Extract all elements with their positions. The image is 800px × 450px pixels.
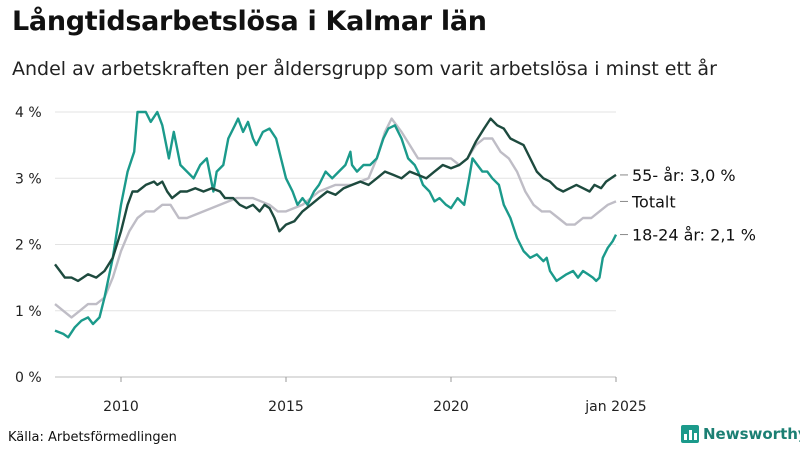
y-tick-label: 1 % bbox=[15, 304, 42, 320]
series-line-2 bbox=[54, 117, 617, 283]
x-tick-label: jan 2025 bbox=[584, 399, 646, 415]
x-tick-label: 2020 bbox=[433, 399, 469, 415]
y-tick-label: 2 % bbox=[15, 238, 42, 254]
gridlines bbox=[55, 111, 616, 378]
x-tick-label: 2015 bbox=[268, 399, 304, 415]
series-end-label: Totalt bbox=[631, 192, 676, 211]
series-end-labels: Totalt 18-24 år: 2,1 % 55- år: 3,0 % bbox=[620, 166, 756, 245]
bar-chart-logo-icon bbox=[681, 425, 699, 443]
page-title: Långtidsarbetslösa i Kalmar län bbox=[12, 6, 487, 37]
x-axis-ticks: 2010 2015 2020 jan 2025 bbox=[103, 377, 647, 415]
brand-logo: Newsworthy bbox=[681, 425, 800, 443]
y-tick-label: 3 % bbox=[15, 171, 42, 187]
y-axis-ticks: 0 % 1 % 2 % 3 % 4 % bbox=[15, 105, 42, 386]
source-note: Källa: Arbetsförmedlingen bbox=[8, 430, 177, 445]
x-tick-label: 2010 bbox=[103, 399, 139, 415]
y-tick-label: 4 % bbox=[15, 105, 42, 121]
y-tick-label: 0 % bbox=[15, 370, 42, 386]
brand-name: Newsworthy bbox=[703, 425, 800, 443]
series-end-label: 55- år: 3,0 % bbox=[632, 166, 736, 185]
series-lines bbox=[54, 110, 618, 339]
series-end-label: 18-24 år: 2,1 % bbox=[632, 226, 756, 245]
series-line-1 bbox=[54, 110, 618, 339]
page-subtitle: Andel av arbetskraften per åldersgrupp s… bbox=[12, 58, 717, 80]
series-line-0 bbox=[54, 117, 617, 319]
